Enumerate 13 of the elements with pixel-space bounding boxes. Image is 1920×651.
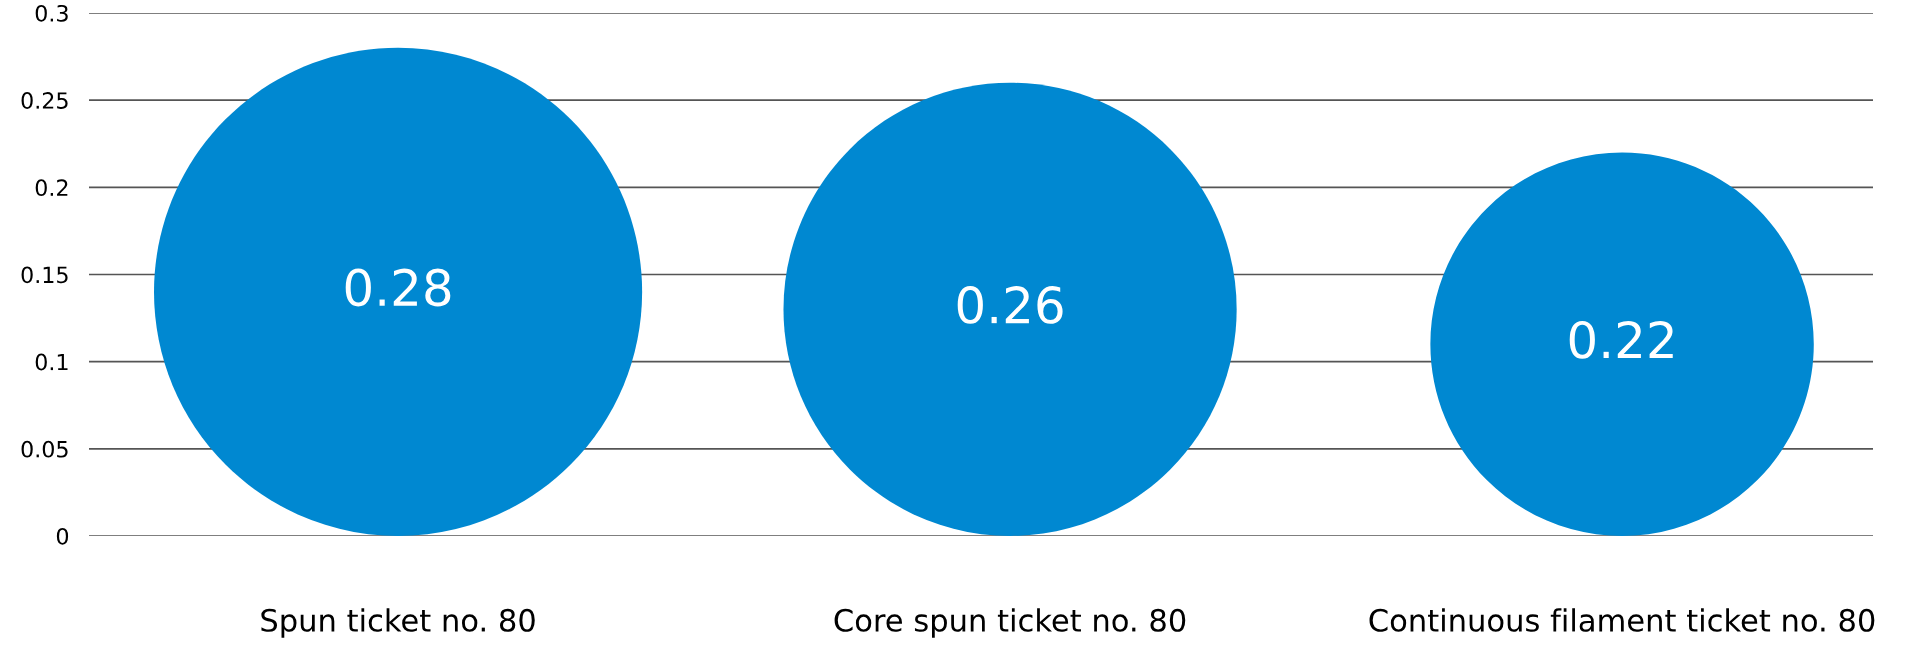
- annotation: 0.28: [345, 268, 451, 307]
- x-tick-label: Core spun ticket no. 80: [834, 608, 1186, 638]
- y-tick-label: 0.15: [21, 266, 68, 284]
- y-tick-label: 0.05: [21, 440, 68, 458]
- y-tick-label: 0: [56, 527, 69, 545]
- y-tick-label: 0.2: [35, 179, 68, 197]
- annotation: 0.26: [957, 286, 1063, 324]
- x-tick-label: Continuous filament ticket no. 80: [1369, 608, 1875, 632]
- annotation: 0.22: [1569, 320, 1673, 359]
- x-tick-label: Spun ticket no. 80: [261, 608, 535, 638]
- y-tick-label: 0.1: [35, 353, 68, 371]
- y-tick-label: 0.3: [35, 4, 68, 22]
- y-tick-label: 0.25: [21, 92, 68, 109]
